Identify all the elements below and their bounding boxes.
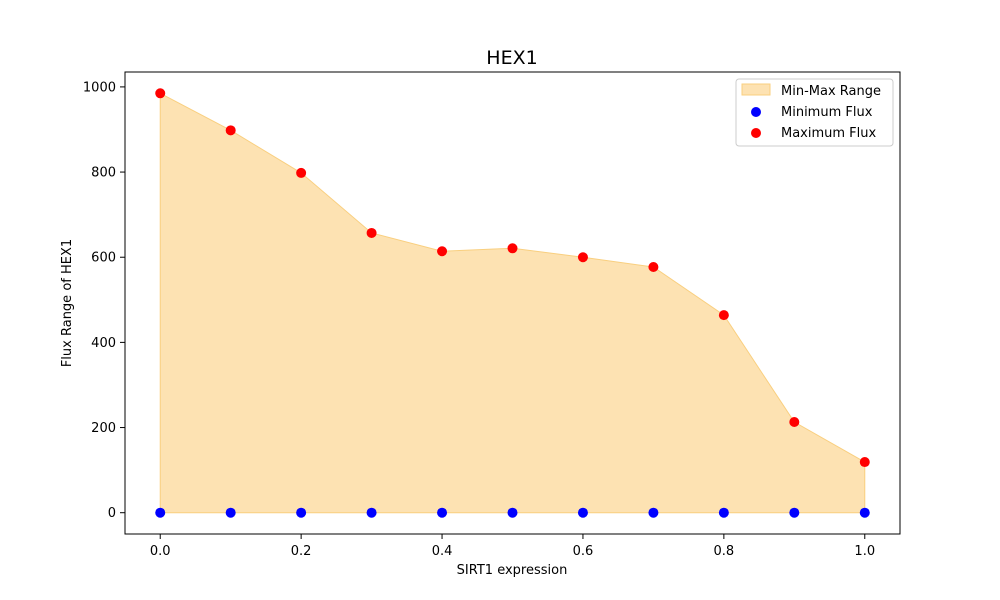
minimum-flux-point [296, 507, 307, 518]
x-tick-label: 0.2 [291, 544, 312, 559]
x-axis-ticks: 0.0 0.2 0.4 0.6 0.8 1.0 [150, 534, 875, 559]
x-tick-label: 0.4 [432, 544, 453, 559]
legend-marker-minimum-flux [751, 107, 761, 117]
minimum-flux-point [789, 507, 800, 518]
x-tick-label: 0.6 [573, 544, 594, 559]
minimum-flux-point [366, 507, 377, 518]
minimum-flux-point [437, 507, 448, 518]
minimum-flux-point [718, 507, 729, 518]
plot-frame [124, 71, 901, 535]
legend-label-maximum-flux: Maximum Flux [781, 126, 877, 141]
legend: Min-Max Range Minimum Flux Maximum Flux [735, 78, 894, 147]
legend-box [735, 78, 894, 147]
maximum-flux-series [155, 88, 870, 468]
x-tick-label: 0.8 [714, 544, 735, 559]
minimum-flux-point [648, 507, 659, 518]
maximum-flux-point [366, 227, 377, 238]
y-tick-label: 0 [108, 506, 116, 521]
x-tick-label: 1.0 [854, 544, 875, 559]
legend-label-min-max-range: Min-Max Range [781, 84, 881, 99]
legend-swatch-min-max-range [741, 83, 771, 96]
x-tick-label: 0.0 [150, 544, 171, 559]
y-tick-label: 600 [91, 251, 116, 266]
maximum-flux-point [789, 417, 800, 428]
plot-area [124, 71, 901, 535]
x-axis-label: SIRT1 expression [457, 563, 568, 578]
y-tick-label: 1000 [83, 80, 116, 95]
legend-marker-maximum-flux [751, 128, 761, 138]
maximum-flux-point [437, 246, 448, 257]
y-tick-label: 400 [91, 336, 116, 351]
minimum-flux-point [225, 507, 236, 518]
minimum-flux-point [155, 507, 166, 518]
maximum-flux-point [155, 88, 166, 99]
minimum-flux-point [859, 507, 870, 518]
maximum-flux-point [859, 457, 870, 468]
maximum-flux-point [718, 310, 729, 321]
y-tick-label: 200 [91, 421, 116, 436]
maximum-flux-point [577, 252, 588, 263]
y-axis-ticks: 0 200 400 600 800 1000 [83, 80, 125, 521]
minimum-flux-series [155, 507, 870, 518]
minimum-flux-point [577, 507, 588, 518]
y-axis-label: Flux Range of HEX1 [60, 239, 75, 367]
legend-label-minimum-flux: Minimum Flux [781, 105, 873, 120]
maximum-flux-point [648, 262, 659, 273]
maximum-flux-point [296, 167, 307, 178]
maximum-flux-point [225, 125, 236, 136]
chart-title: HEX1 [486, 47, 537, 69]
y-tick-label: 800 [91, 166, 116, 181]
maximum-flux-point [507, 243, 518, 254]
minimum-flux-point [507, 507, 518, 518]
